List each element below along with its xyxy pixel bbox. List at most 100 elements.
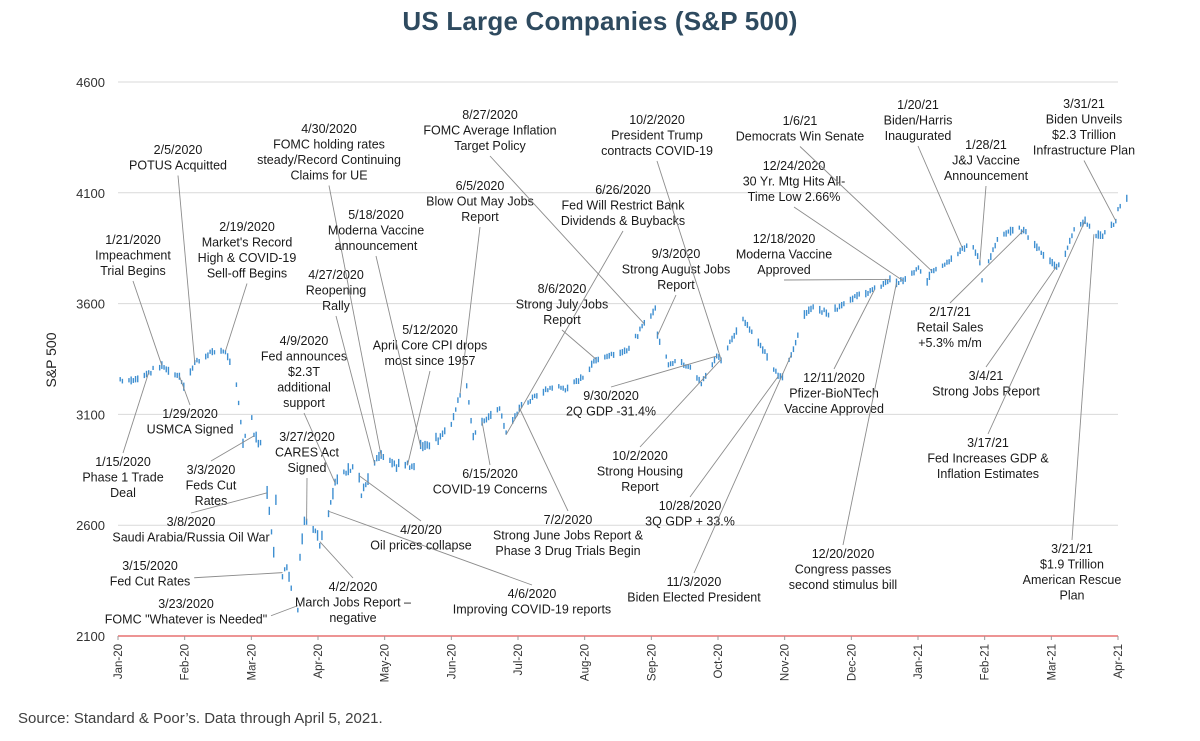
annotation-label: 1/21/2020 Impeachment Trial Begins <box>95 233 171 278</box>
y-tick-label: 3100 <box>76 407 105 422</box>
annotation-label: 9/3/2020 Strong August Jobs Report <box>622 247 730 292</box>
annotation-label: 3/17/21 Fed Increases GDP & Inflation Esti… <box>927 436 1049 481</box>
annotation-label: 4/30/2020 FOMC holding rates steady/Record… <box>257 122 401 183</box>
annotation-label: 1/29/2020 USMCA Signed <box>147 407 234 437</box>
annotation-leader <box>132 280 163 366</box>
x-tick-label: Jun-20 <box>446 644 458 679</box>
annotation-leader <box>979 185 987 263</box>
annotation-label: 2/19/2020 Market's Record High & COVID-19 S… <box>198 220 297 281</box>
y-tick-label: 2100 <box>76 629 105 644</box>
annotation-leader <box>833 289 875 370</box>
annotation-label: 3/23/2020 FOMC "Whatever is Needed" <box>105 597 267 627</box>
annotation-leader <box>656 160 722 360</box>
y-tick-label: 3600 <box>76 297 105 312</box>
annotation-leader <box>610 355 717 388</box>
annotation-label: 5/12/2020 April Core CPI drops most since … <box>373 323 488 368</box>
x-tick-label: Dec-20 <box>846 644 858 681</box>
annotation-label: 1/28/21 J&J Vaccine Announcement <box>944 138 1029 183</box>
y-tick-label: 2600 <box>76 518 105 533</box>
x-tick-label: May-20 <box>380 644 392 682</box>
x-tick-label: Jan-20 <box>113 644 125 679</box>
annotation-label: 1/15/2020 Phase 1 Trade Deal <box>82 455 163 500</box>
annotation-leader <box>689 376 779 498</box>
annotation-label: 10/2/2020 Strong Housing Report <box>597 449 683 494</box>
chart-title: US Large Companies (S&P 500) <box>402 6 798 36</box>
annotation-label: 12/20/2020 Congress passes second stimulus… <box>789 547 897 592</box>
annotation-leader <box>122 372 150 454</box>
annotation-leader <box>1083 160 1117 222</box>
x-tick-label: Sep-20 <box>646 644 658 681</box>
annotation-leader <box>190 492 268 514</box>
annotation-label: 7/2/2020 Strong June Jobs Report & Phase 3… <box>493 513 644 558</box>
annotation-leader <box>917 145 963 249</box>
annotation-leader <box>459 226 481 394</box>
annotation-label: 6/26/2020 Fed Will Restrict Bank Dividends… <box>561 183 685 228</box>
annotation-leader <box>319 541 354 579</box>
annotation-label: 12/18/2020 Moderna Vaccine Approved <box>736 232 832 277</box>
annotation-leader <box>842 282 897 546</box>
annotation-leader <box>985 266 1057 368</box>
annotation-leader <box>178 375 191 406</box>
annotation-label: 3/31/21 Biden Unveils $2.3 Trillion Infrast… <box>1033 97 1135 158</box>
annotation-label: 1/6/21 Democrats Win Senate <box>736 114 865 144</box>
annotation-leader <box>799 146 932 272</box>
annotation-label: 5/18/2020 Moderna Vaccine announcement <box>328 208 424 253</box>
x-tick-label: Jul-20 <box>513 644 525 675</box>
annotation-label: 8/6/2020 Strong July Jobs Report <box>516 282 608 327</box>
annotation-leader <box>1071 234 1095 541</box>
annotation-leader <box>177 175 196 363</box>
annotation-leader <box>328 510 533 586</box>
annotation-leader <box>783 278 890 281</box>
annotation-leader <box>639 359 722 448</box>
annotation-leader <box>693 354 792 574</box>
x-tick-label: Mar-21 <box>1046 644 1058 680</box>
annotation-label: 4/9/2020 Fed announces $2.3T additional supp… <box>261 334 347 410</box>
x-tick-label: Nov-20 <box>780 644 792 681</box>
annotation-label: 4/2/2020 March Jobs Report – negative <box>295 580 411 625</box>
annotation-label: 6/5/2020 Blow Out May Jobs Report <box>426 179 534 224</box>
x-tick-label: Feb-20 <box>180 644 192 680</box>
y-tick-label: 4600 <box>76 75 105 90</box>
annotation-leader <box>335 315 376 464</box>
x-tick-label: Apr-20 <box>313 644 325 679</box>
annotation-leader <box>987 220 1086 435</box>
annotation-leader <box>375 255 422 447</box>
x-tick-label: Aug-20 <box>580 644 592 681</box>
annotation-label: 4/20/20 Oil prices collapse <box>370 523 471 553</box>
x-tick-label: Jan-21 <box>913 644 925 679</box>
annotation-label: 4/27/2020 Reopening Rally <box>306 268 367 313</box>
annotation-leader <box>949 229 1025 304</box>
x-tick-label: Apr-21 <box>1113 644 1125 679</box>
annotation-label: 6/15/2020 COVID-19 Concerns <box>433 467 548 497</box>
annotation-leader <box>561 329 597 360</box>
annotation-leader <box>303 412 336 484</box>
annotation-label: 12/24/2020 30 Yr. Mtg Hits All-Time Low 2… <box>743 159 846 204</box>
annotation-label: 3/8/2020 Saudi Arabia/Russia Oil War <box>112 515 269 545</box>
annotation-label: 12/11/2020 Pfizer-BioNTech Vaccine Approve… <box>784 371 884 416</box>
annotation-label: 10/2/2020 President Trump contracts COVID-… <box>601 113 713 158</box>
y-axis-label: S&P 500 <box>43 332 59 387</box>
annotation-label: 1/20/21 Biden/Harris Inaugurated <box>884 98 953 143</box>
source-note: Source: Standard & Poor’s. Data through … <box>18 710 383 727</box>
x-tick-label: Oct-20 <box>713 644 725 679</box>
annotation-leader <box>481 421 491 466</box>
y-tick-label: 4100 <box>76 186 105 201</box>
annotation-leader <box>793 206 904 282</box>
annotation-leader <box>194 572 283 579</box>
annotation-leader <box>657 294 677 336</box>
annotation-label: 2/5/2020 POTUS Acquitted <box>129 143 227 173</box>
annotation-label: 3/4/21 Strong Jobs Report <box>932 369 1040 399</box>
annotation-label: 3/15/2020 Fed Cut Rates <box>110 559 191 589</box>
annotation-label: 11/3/2020 Biden Elected President <box>627 575 761 605</box>
annotation-leader <box>210 435 255 462</box>
annotation-label: 3/27/2020 CARES Act Signed <box>275 430 339 475</box>
annotation-leader <box>489 155 645 325</box>
annotation-leader <box>270 605 298 617</box>
annotation-label: 9/30/2020 2Q GDP -31.4% <box>566 389 656 419</box>
annotation-leader <box>358 475 422 522</box>
x-tick-label: Mar-20 <box>246 644 258 680</box>
annotation-label: 2/17/21 Retail Sales +5.3% m/m <box>917 305 984 350</box>
annotation-leader <box>518 407 569 512</box>
annotation-label: 8/27/2020 FOMC Average Inflation Target Po… <box>423 108 556 153</box>
